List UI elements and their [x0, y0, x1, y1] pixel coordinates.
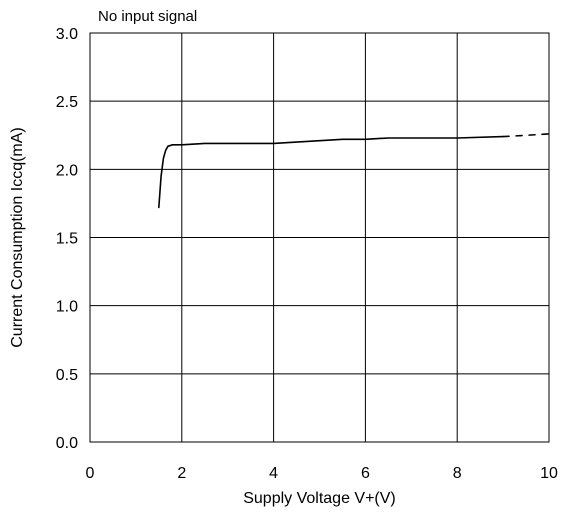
x-tick-label: 4 [269, 465, 278, 482]
x-tick-label: 6 [361, 465, 370, 482]
x-tick-label: 0 [86, 465, 95, 482]
x-tick-label: 10 [540, 465, 558, 482]
x-tick-labels: 0 2 4 6 8 10 [86, 465, 558, 482]
y-tick-label: 1.0 [56, 299, 78, 316]
y-tick-labels: 0.0 0.5 1.0 1.5 2.0 2.5 3.0 [56, 26, 78, 452]
y-tick-label: 0.5 [56, 367, 78, 384]
series-group [158, 133, 550, 209]
grid [90, 33, 549, 442]
chart-annotation: No input signal [98, 8, 197, 25]
y-tick-label: 1.5 [56, 231, 78, 248]
plot-frame [89, 32, 550, 443]
y-axis-title: Current Consumption Iccq(mA) [9, 127, 26, 348]
series-line-dashed [502, 133, 550, 138]
x-tick-label: 2 [177, 465, 186, 482]
y-tick-label: 0.0 [56, 435, 78, 452]
y-tick-label: 3.0 [56, 26, 78, 43]
y-tick-label: 2.5 [56, 94, 78, 111]
x-tick-label: 8 [453, 465, 462, 482]
series-line [158, 135, 504, 209]
x-axis-title: Supply Voltage V+(V) [243, 490, 396, 507]
y-tick-label: 2.0 [56, 162, 78, 179]
